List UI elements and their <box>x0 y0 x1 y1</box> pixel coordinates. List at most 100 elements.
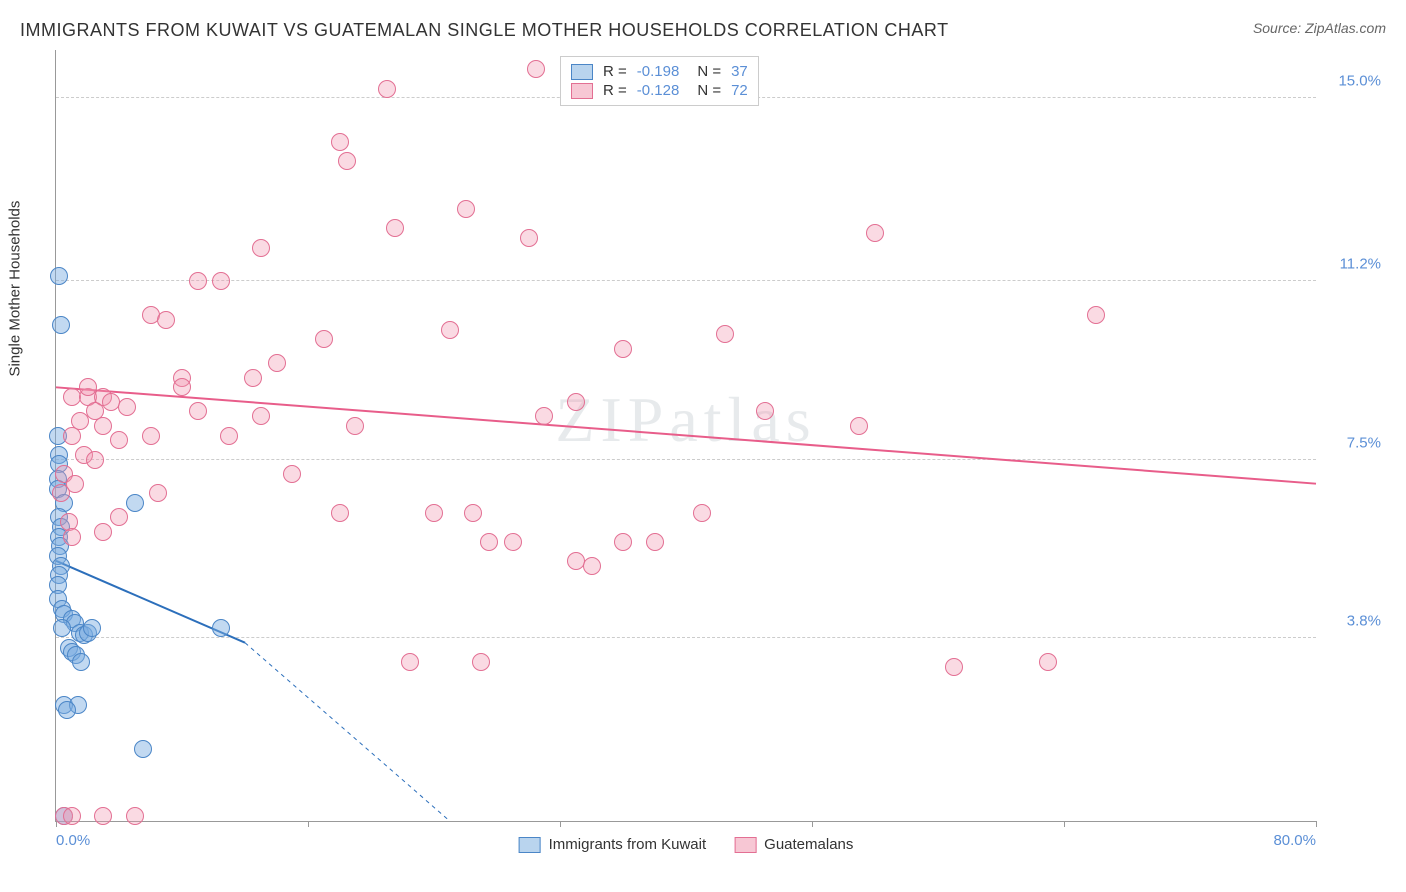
chart-container: Single Mother Households ZIPatlas R =-0.… <box>45 50 1386 862</box>
x-tick-label: 80.0% <box>1273 832 1316 849</box>
x-tick <box>812 821 813 827</box>
scatter-point <box>94 807 112 825</box>
series-legend: Immigrants from Kuwait Guatemalans <box>519 836 854 853</box>
scatter-point <box>646 533 664 551</box>
y-axis-label: Single Mother Households <box>7 201 24 377</box>
correlation-legend: R = -0.198 N = 37 R = -0.128 N = 72 <box>560 56 759 106</box>
scatter-point <box>386 219 404 237</box>
x-tick <box>560 821 561 827</box>
scatter-point <box>58 701 76 719</box>
scatter-point <box>220 427 238 445</box>
source-label: Source: ZipAtlas.com <box>1253 20 1386 36</box>
r-value: -0.198 <box>637 63 680 80</box>
scatter-point <box>50 267 68 285</box>
y-tick-label: 15.0% <box>1338 73 1381 90</box>
y-tick-label: 11.2% <box>1340 256 1381 273</box>
scatter-point <box>401 653 419 671</box>
legend-swatch <box>734 837 756 853</box>
trend-lines <box>56 50 1316 821</box>
scatter-point <box>850 417 868 435</box>
scatter-point <box>331 504 349 522</box>
scatter-point <box>614 340 632 358</box>
x-tick-label: 0.0% <box>56 832 90 849</box>
x-tick <box>308 821 309 827</box>
scatter-point <box>53 619 71 637</box>
scatter-point <box>464 504 482 522</box>
legend-label: Guatemalans <box>764 836 853 853</box>
scatter-point <box>338 152 356 170</box>
r-label: R = <box>603 63 627 80</box>
scatter-point <box>52 484 70 502</box>
legend-row: R = -0.198 N = 37 <box>571 63 748 80</box>
scatter-point <box>378 80 396 98</box>
scatter-point <box>126 807 144 825</box>
scatter-point <box>520 229 538 247</box>
scatter-point <box>567 393 585 411</box>
n-label: N = <box>697 63 721 80</box>
legend-item: Immigrants from Kuwait <box>519 836 707 853</box>
scatter-point <box>212 619 230 637</box>
scatter-point <box>86 451 104 469</box>
scatter-point <box>63 807 81 825</box>
scatter-point <box>212 272 230 290</box>
scatter-point <box>252 239 270 257</box>
r-label: R = <box>603 82 627 99</box>
scatter-point <box>189 402 207 420</box>
scatter-point <box>83 619 101 637</box>
scatter-point <box>52 316 70 334</box>
scatter-point <box>693 504 711 522</box>
scatter-point <box>583 557 601 575</box>
scatter-point <box>110 431 128 449</box>
legend-swatch <box>571 83 593 99</box>
scatter-point <box>472 653 490 671</box>
legend-swatch <box>519 837 541 853</box>
legend-swatch <box>571 64 593 80</box>
y-tick-label: 7.5% <box>1347 434 1381 451</box>
r-value: -0.128 <box>637 82 680 99</box>
y-tick-label: 3.8% <box>1347 612 1381 629</box>
scatter-point <box>126 494 144 512</box>
plot-area: ZIPatlas R =-0.198N =37R =-0.128N =72 Im… <box>55 50 1316 822</box>
scatter-point <box>72 653 90 671</box>
chart-title: IMMIGRANTS FROM KUWAIT VS GUATEMALAN SIN… <box>20 20 949 41</box>
scatter-point <box>716 325 734 343</box>
scatter-point <box>63 528 81 546</box>
legend-item: Guatemalans <box>734 836 853 853</box>
scatter-point <box>252 407 270 425</box>
scatter-point <box>110 508 128 526</box>
scatter-point <box>189 272 207 290</box>
scatter-point <box>756 402 774 420</box>
scatter-point <box>134 740 152 758</box>
scatter-point <box>63 427 81 445</box>
scatter-point <box>614 533 632 551</box>
scatter-point <box>149 484 167 502</box>
scatter-point <box>283 465 301 483</box>
scatter-point <box>79 378 97 396</box>
n-label: N = <box>697 82 721 99</box>
n-value: 37 <box>731 63 748 80</box>
scatter-point <box>244 369 262 387</box>
scatter-point <box>527 60 545 78</box>
scatter-point <box>268 354 286 372</box>
scatter-point <box>866 224 884 242</box>
scatter-point <box>1087 306 1105 324</box>
scatter-point <box>535 407 553 425</box>
scatter-point <box>1039 653 1057 671</box>
scatter-point <box>157 311 175 329</box>
scatter-point <box>457 200 475 218</box>
scatter-point <box>346 417 364 435</box>
scatter-point <box>441 321 459 339</box>
scatter-point <box>504 533 522 551</box>
x-tick <box>1316 821 1317 827</box>
scatter-point <box>94 523 112 541</box>
legend-label: Immigrants from Kuwait <box>549 836 707 853</box>
x-tick <box>1064 821 1065 827</box>
scatter-point <box>118 398 136 416</box>
n-value: 72 <box>731 82 748 99</box>
scatter-point <box>331 133 349 151</box>
scatter-point <box>945 658 963 676</box>
scatter-point <box>480 533 498 551</box>
scatter-point <box>142 427 160 445</box>
scatter-point <box>315 330 333 348</box>
scatter-point <box>425 504 443 522</box>
